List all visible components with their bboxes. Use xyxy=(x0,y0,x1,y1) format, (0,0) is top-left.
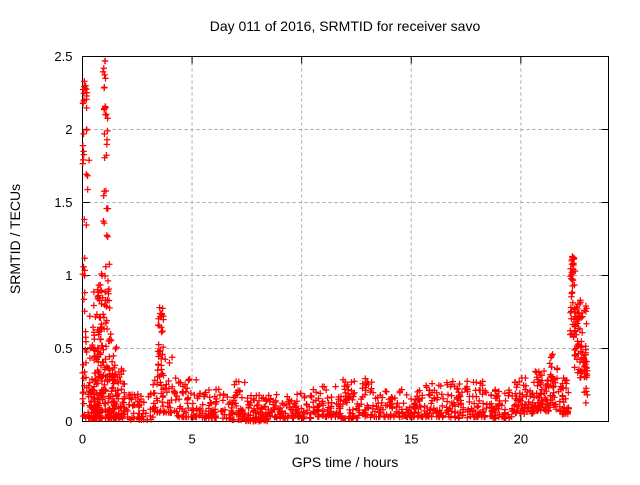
y-tick-label: 2 xyxy=(65,122,72,137)
y-tick-label: 1.5 xyxy=(54,195,72,210)
y-tick-label: 0 xyxy=(65,414,72,429)
x-tick-label: 20 xyxy=(514,432,528,447)
x-tick-label: 5 xyxy=(188,432,195,447)
gridlines xyxy=(82,56,609,422)
y-tick-label: 1 xyxy=(65,268,72,283)
y-axis-label: SRMTID / TECUs xyxy=(7,184,23,294)
chart-title: Day 011 of 2016, SRMTID for receiver sav… xyxy=(210,18,481,34)
x-axis-label: GPS time / hours xyxy=(292,454,399,470)
y-tick-label: 0.5 xyxy=(54,341,72,356)
x-tick-label: 15 xyxy=(404,432,418,447)
y-tick-label: 2.5 xyxy=(54,49,72,64)
y-tick-labels: 0 0.5 1 1.5 2 2.5 xyxy=(54,49,72,429)
x-tick-labels: 0 5 10 15 20 xyxy=(79,432,528,447)
x-tick-label: 0 xyxy=(79,432,86,447)
data-points xyxy=(79,57,591,425)
x-tick-label: 10 xyxy=(294,432,308,447)
